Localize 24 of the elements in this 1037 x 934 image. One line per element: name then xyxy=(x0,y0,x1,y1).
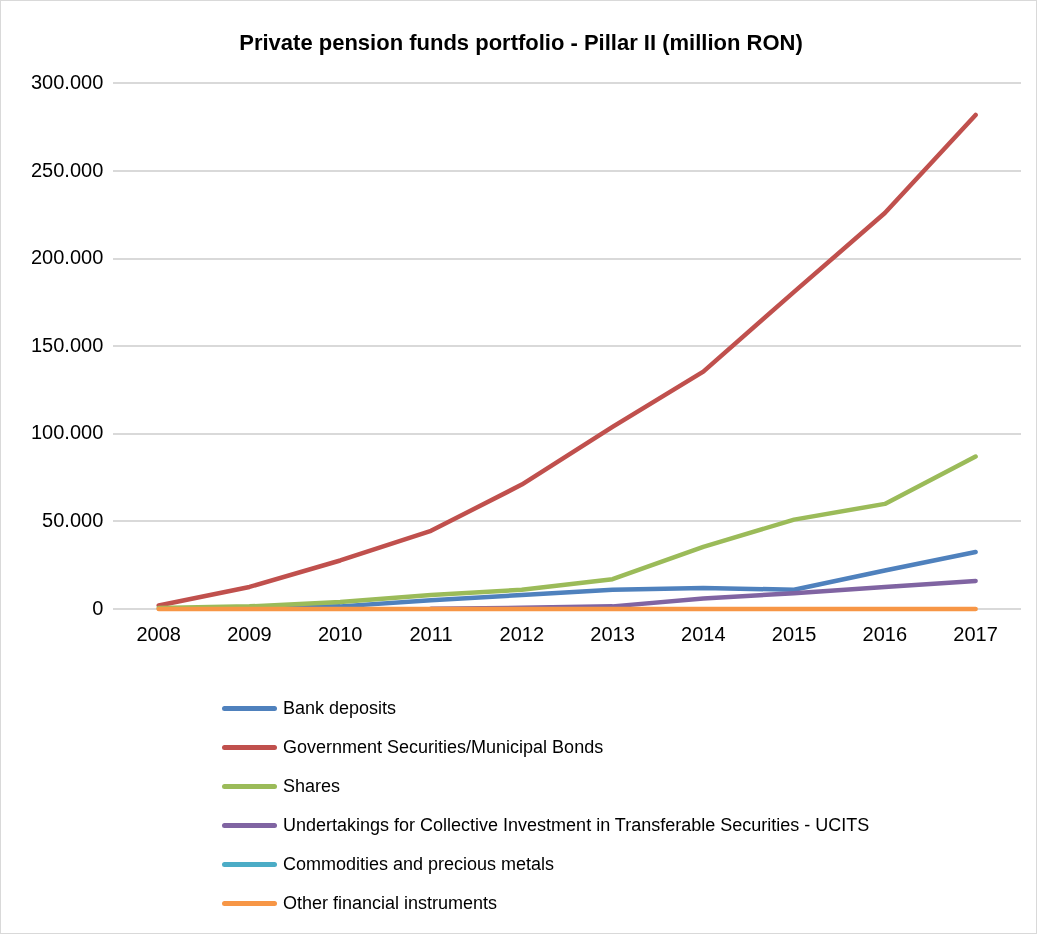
x-tick-label: 2012 xyxy=(499,622,545,645)
y-tick-label: 150.000 xyxy=(31,333,104,356)
x-tick-label: 2017 xyxy=(953,622,998,645)
legend-label: Shares xyxy=(283,776,341,797)
x-tick-label: 2010 xyxy=(317,622,363,645)
legend-label: Undertakings for Collective Investment in Transferable Securities - UCITS xyxy=(283,815,870,836)
y-tick-label: 250.000 xyxy=(31,158,104,181)
legend-label: Bank deposits xyxy=(283,698,397,719)
legend-label: Commodities and precious metals xyxy=(283,854,555,875)
x-tick-label: 2009 xyxy=(227,622,272,645)
x-tick-label: 2016 xyxy=(862,622,908,645)
x-tick-label: 2008 xyxy=(136,622,181,645)
x-tick-label: 2014 xyxy=(681,622,726,645)
y-tick-label: 200.000 xyxy=(31,246,104,269)
y-tick-label: 300.000 xyxy=(31,70,104,93)
y-tick-label: 50.000 xyxy=(42,508,104,531)
x-tick-label: 2011 xyxy=(409,622,453,645)
legend-label: Government Securities/Municipal Bonds xyxy=(283,737,604,758)
chart-title: Private pension funds portfolio - Pillar II (million RON) xyxy=(239,30,803,56)
x-tick-label: 2015 xyxy=(771,622,817,645)
y-tick-label: 0 xyxy=(92,596,104,619)
x-tick-label: 2013 xyxy=(590,622,635,645)
legend-label: Other financial instruments xyxy=(283,893,498,914)
y-tick-label: 100.000 xyxy=(31,421,104,444)
